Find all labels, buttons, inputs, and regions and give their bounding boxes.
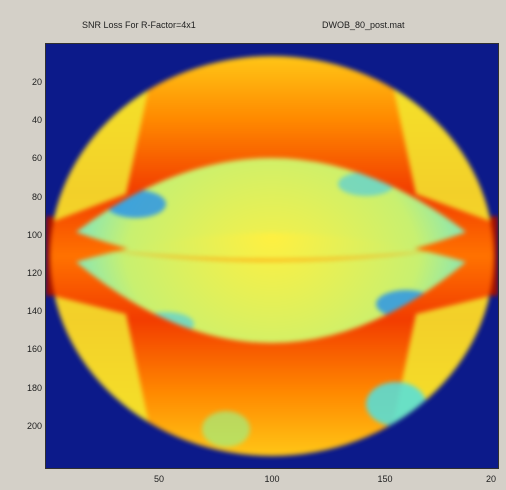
y-tick-label: 100 bbox=[26, 229, 42, 240]
y-tick-label: 120 bbox=[26, 268, 42, 278]
y-tick-label: 160 bbox=[26, 344, 42, 355]
heatmap-image bbox=[46, 56, 498, 456]
chart-title-left: SNR Loss For R-Factor=4x1 bbox=[82, 20, 196, 30]
chart-title-right: DWOB_80_post.mat bbox=[322, 20, 405, 30]
y-tick-label: 60 bbox=[31, 153, 42, 164]
y-tick-label: 80 bbox=[31, 191, 42, 202]
x-tick-label: 50 bbox=[153, 474, 164, 484]
y-tick-label: 200 bbox=[26, 420, 42, 431]
x-tick-label: 100 bbox=[264, 474, 280, 484]
y-tick-label: 20 bbox=[31, 77, 42, 87]
y-tick-label: 40 bbox=[31, 115, 42, 126]
x-tick-label: 150 bbox=[377, 474, 393, 484]
x-tick-label: 20 bbox=[485, 474, 496, 484]
y-tick-label: 140 bbox=[26, 306, 42, 317]
plot-area bbox=[46, 44, 498, 468]
y-tick-label: 180 bbox=[26, 382, 42, 393]
